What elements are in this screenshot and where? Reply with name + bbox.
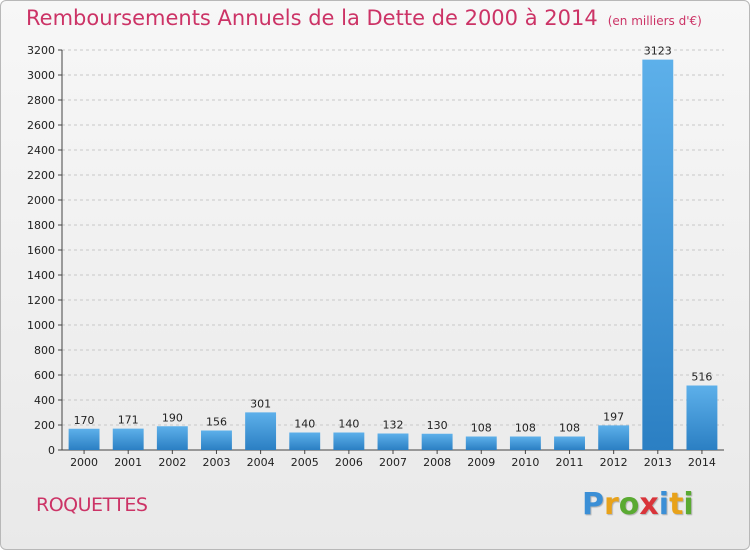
y-tick-label: 800 (34, 344, 55, 357)
bar (598, 425, 630, 450)
data-label: 140 (294, 418, 315, 431)
y-tick-label: 2600 (27, 119, 55, 132)
brand-letter: i (658, 487, 670, 522)
x-tick-label: 2007 (379, 456, 407, 469)
bar (421, 433, 453, 450)
bar (642, 59, 674, 450)
y-tick-label: 0 (48, 444, 55, 457)
y-tick-label: 1600 (27, 244, 55, 257)
bar (686, 385, 718, 450)
x-tick-label: 2009 (467, 456, 495, 469)
bar (333, 432, 365, 450)
x-tick-label: 2013 (644, 456, 672, 469)
x-tick-label: 2004 (247, 456, 275, 469)
brand-letter: x (639, 487, 659, 522)
data-label: 132 (383, 419, 404, 432)
x-tick-label: 2008 (423, 456, 451, 469)
brand-logo: Proxiti (582, 487, 694, 522)
x-tick-label: 2010 (511, 456, 539, 469)
y-tick-label: 1400 (27, 269, 55, 282)
commune-name: ROQUETTES (36, 494, 148, 516)
y-tick-label: 3200 (27, 44, 55, 57)
chart-title-text: Remboursements Annuels de la Dette de 20… (26, 6, 598, 30)
y-tick-label: 1200 (27, 294, 55, 307)
data-label: 170 (74, 414, 95, 427)
bar (68, 428, 100, 450)
data-label: 516 (691, 371, 712, 384)
labels: 0 200 400 600 800 1000 1200 1400 1600 1800 2000 220… (27, 44, 716, 469)
bar (201, 430, 232, 450)
bar (554, 436, 585, 450)
bar (112, 428, 144, 450)
data-label: 108 (515, 422, 536, 435)
brand-letter: o (618, 487, 640, 522)
data-label: 190 (162, 411, 183, 424)
brand-letter: r (604, 487, 619, 522)
bar (289, 432, 321, 450)
x-tick-label: 2011 (556, 456, 584, 469)
y-tick-label: 600 (34, 369, 55, 382)
data-label: 108 (471, 422, 492, 435)
data-label: 156 (206, 416, 227, 429)
data-label: 140 (338, 418, 359, 431)
data-label: 130 (427, 419, 448, 432)
x-tick-label: 2000 (70, 456, 98, 469)
x-tick-label: 2005 (291, 456, 319, 469)
chart-unit: (en milliers d'€) (607, 14, 702, 28)
y-tick-label: 2400 (27, 144, 55, 157)
x-tick-label: 2014 (688, 456, 716, 469)
bar (377, 433, 409, 450)
brand-letter: i (683, 487, 694, 522)
data-label: 197 (603, 410, 624, 423)
data-label: 108 (559, 422, 580, 435)
x-tick-label: 2003 (202, 456, 230, 469)
x-tick-label: 2006 (335, 456, 363, 469)
y-tick-label: 3000 (27, 69, 55, 82)
bar (509, 436, 541, 450)
bar (156, 426, 188, 450)
y-tick-label: 200 (34, 419, 55, 432)
bar (245, 412, 277, 450)
chart-title: Remboursements Annuels de la Dette de 20… (26, 6, 702, 30)
bar (465, 436, 497, 450)
gridlines (62, 49, 724, 426)
y-tick-label: 2800 (27, 94, 55, 107)
brand-letter: t (669, 487, 684, 522)
data-label: 3123 (644, 45, 672, 58)
brand-letter: P (582, 487, 604, 522)
data-label: 301 (250, 397, 271, 410)
y-tick-label: 1800 (27, 219, 55, 232)
y-tick-label: 1000 (27, 319, 55, 332)
x-tick-label: 2001 (114, 456, 142, 469)
y-tick-label: 2000 (27, 194, 55, 207)
bars (68, 59, 718, 450)
axes (58, 49, 724, 454)
x-tick-label: 2012 (600, 456, 628, 469)
y-tick-label: 400 (34, 394, 55, 407)
x-tick-label: 2002 (158, 456, 186, 469)
data-label: 171 (118, 414, 139, 427)
y-tick-label: 2200 (27, 169, 55, 182)
